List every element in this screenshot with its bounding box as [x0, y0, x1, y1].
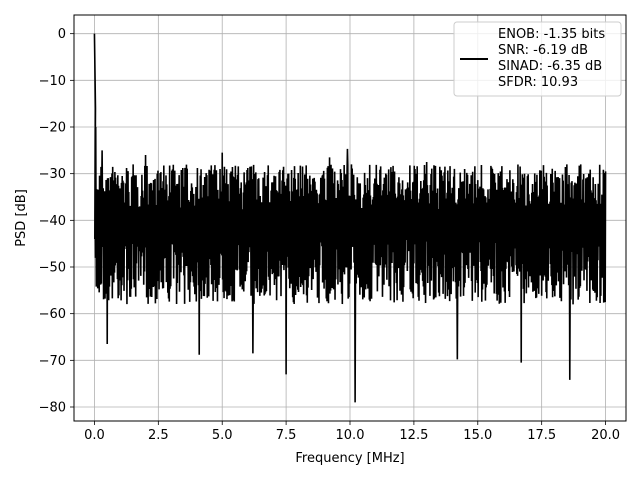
x-tick-label: 5.0: [212, 428, 233, 443]
y-tick-label: −60: [39, 307, 66, 322]
y-tick-label: −50: [39, 261, 66, 276]
x-tick-label: 7.5: [276, 428, 297, 443]
x-tick-label: 2.5: [148, 428, 169, 443]
x-tick-label: 17.5: [527, 428, 556, 443]
y-tick-label: −20: [39, 121, 66, 136]
x-tick-label: 0.0: [84, 428, 105, 443]
y-tick-label: −70: [39, 354, 66, 369]
psd-trace: [93, 33, 607, 403]
x-tick-label: 10.0: [336, 428, 365, 443]
legend-entry-text: ENOB: -1.35 bits SNR: -6.19 dB SINAD: -6.3…: [498, 27, 605, 90]
axis-ticks: 0.0 2.5 5.0 7.5 10.0 12.5 15.0 17.5 20.0 0 −10 −20 −…: [39, 27, 620, 443]
x-axis-label: Frequency [MHz]: [295, 451, 404, 466]
y-tick-label: 0: [58, 27, 66, 42]
y-axis-label: PSD [dB]: [14, 189, 29, 247]
y-tick-label: −40: [39, 214, 66, 229]
psd-trace-group: [93, 33, 607, 403]
x-tick-label: 20.0: [591, 428, 620, 443]
y-tick-label: −30: [39, 167, 66, 182]
legend: ENOB: -1.35 bits SNR: -6.19 dB SINAD: -6.3…: [453, 21, 622, 97]
x-tick-label: 12.5: [399, 428, 428, 443]
x-tick-label: 15.0: [463, 428, 492, 443]
y-tick-label: −80: [39, 401, 66, 416]
y-tick-label: −10: [39, 74, 66, 89]
legend-box: [453, 21, 622, 97]
